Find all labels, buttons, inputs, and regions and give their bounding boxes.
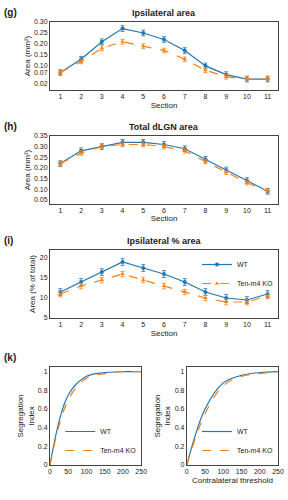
svg-text:3: 3 (100, 93, 104, 100)
svg-text:0: 0 (48, 468, 52, 475)
svg-text:150: 150 (99, 468, 111, 475)
svg-text:8: 8 (203, 321, 207, 328)
svg-text:5: 5 (44, 314, 48, 321)
svg-text:7: 7 (183, 93, 187, 100)
svg-text:0.25: 0.25 (34, 29, 48, 36)
svg-text:150: 150 (236, 468, 248, 475)
svg-text:Ipsilateral % area: Ipsilateral % area (127, 236, 202, 246)
svg-text:9: 9 (224, 93, 228, 100)
svg-text:(g): (g) (4, 7, 17, 18)
svg-text:0.2: 0.2 (175, 443, 185, 450)
svg-text:0.8: 0.8 (175, 387, 185, 394)
svg-text:0.30: 0.30 (34, 143, 48, 150)
svg-text:20: 20 (40, 254, 48, 261)
svg-text:2: 2 (79, 93, 83, 100)
svg-text:0.8: 0.8 (38, 387, 48, 394)
svg-text:SegregationIndex: SegregationIndex (16, 394, 35, 437)
svg-text:11: 11 (264, 207, 271, 214)
svg-text:0.05: 0.05 (34, 196, 48, 203)
svg-text:4: 4 (121, 321, 125, 328)
svg-text:Ipsilateral area: Ipsilateral area (132, 8, 196, 18)
svg-text:(k): (k) (4, 352, 16, 363)
svg-text:10: 10 (40, 294, 48, 301)
svg-text:250: 250 (135, 468, 147, 475)
svg-text:100: 100 (81, 468, 93, 475)
svg-text:6: 6 (162, 93, 166, 100)
svg-text:7: 7 (183, 207, 187, 214)
svg-text:1: 1 (180, 368, 184, 375)
svg-text:Section: Section (151, 329, 178, 338)
svg-text:0.35: 0.35 (34, 132, 48, 139)
svg-text:(h): (h) (4, 121, 17, 132)
svg-text:Area (mm²): Area (mm²) (23, 149, 32, 190)
svg-text:8: 8 (203, 93, 207, 100)
svg-text:Ten-m4 KO: Ten-m4 KO (100, 447, 136, 454)
svg-text:6: 6 (162, 207, 166, 214)
svg-text:5: 5 (141, 207, 145, 214)
svg-text:Area (% of total): Area (% of total) (29, 255, 38, 313)
svg-text:0: 0 (44, 461, 48, 468)
svg-text:0: 0 (185, 468, 189, 475)
svg-text:0.02: 0.02 (34, 80, 48, 87)
svg-text:0.30: 0.30 (34, 18, 48, 25)
svg-text:3: 3 (100, 207, 104, 214)
svg-text:WT: WT (237, 428, 249, 435)
svg-text:WT: WT (237, 261, 249, 268)
svg-text:50: 50 (64, 468, 72, 475)
svg-text:0.4: 0.4 (38, 424, 48, 431)
svg-text:1: 1 (58, 321, 62, 328)
svg-text:250: 250 (272, 468, 284, 475)
svg-text:0.4: 0.4 (175, 424, 185, 431)
svg-text:50: 50 (201, 468, 209, 475)
svg-text:3: 3 (100, 321, 104, 328)
svg-text:5: 5 (141, 93, 145, 100)
svg-text:0: 0 (180, 461, 184, 468)
svg-text:15: 15 (40, 274, 48, 281)
svg-text:0.6: 0.6 (175, 405, 185, 412)
svg-text:0.15: 0.15 (34, 175, 48, 182)
svg-text:11: 11 (264, 321, 271, 328)
svg-text:8: 8 (203, 207, 207, 214)
svg-text:100: 100 (217, 468, 229, 475)
svg-text:5: 5 (141, 321, 145, 328)
svg-text:9: 9 (224, 207, 228, 214)
svg-text:200: 200 (254, 468, 266, 475)
svg-text:10: 10 (243, 321, 251, 328)
svg-text:SegregationIndex: SegregationIndex (153, 394, 172, 437)
svg-text:1: 1 (58, 207, 62, 214)
svg-text:0.20: 0.20 (34, 40, 48, 47)
svg-text:4: 4 (121, 93, 125, 100)
svg-text:Total dLGN area: Total dLGN area (129, 122, 199, 132)
svg-text:2: 2 (79, 207, 83, 214)
svg-text:WT: WT (100, 428, 112, 435)
svg-text:Ten-m4 KO: Ten-m4 KO (237, 280, 273, 287)
svg-text:0.25: 0.25 (34, 154, 48, 161)
svg-text:4: 4 (121, 207, 125, 214)
svg-text:Ten-m4 KO: Ten-m4 KO (237, 447, 273, 454)
svg-text:(i): (i) (4, 235, 13, 246)
svg-text:0.15: 0.15 (34, 51, 48, 58)
svg-text:Section: Section (151, 214, 178, 223)
svg-text:0.20: 0.20 (34, 164, 48, 171)
svg-text:10: 10 (243, 93, 251, 100)
svg-text:9: 9 (224, 321, 228, 328)
svg-text:6: 6 (162, 321, 166, 328)
svg-text:200: 200 (117, 468, 129, 475)
svg-text:10: 10 (243, 207, 251, 214)
svg-text:0.2: 0.2 (38, 443, 48, 450)
svg-text:Section: Section (151, 101, 178, 110)
svg-text:0.07: 0.07 (34, 69, 48, 76)
svg-text:0.10: 0.10 (34, 62, 48, 69)
svg-text:2: 2 (79, 321, 83, 328)
svg-text:0.6: 0.6 (38, 405, 48, 412)
svg-text:0.10: 0.10 (34, 186, 48, 193)
svg-text:11: 11 (264, 93, 271, 100)
svg-text:Area (mm²): Area (mm²) (23, 35, 32, 76)
svg-text:1: 1 (44, 368, 48, 375)
svg-text:7: 7 (183, 321, 187, 328)
svg-text:Contralateral threshold: Contralateral threshold (192, 476, 273, 485)
svg-text:1: 1 (58, 93, 62, 100)
